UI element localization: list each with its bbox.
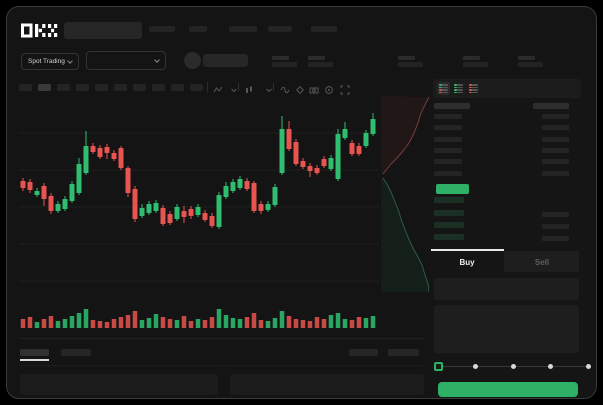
ask-row-amount [542, 114, 569, 119]
stat-value [518, 62, 543, 67]
orderbook-view-bar [433, 79, 581, 98]
tab-buy-label: Buy [459, 258, 475, 267]
timeframe-button[interactable] [76, 84, 89, 91]
timeframe-button[interactable] [190, 84, 203, 91]
divider [19, 338, 425, 339]
divider [238, 83, 239, 91]
divider [19, 365, 425, 366]
nav-item[interactable] [189, 26, 207, 32]
timeframe-button[interactable] [95, 84, 108, 91]
camera-icon[interactable] [309, 82, 319, 100]
buy-submit-button[interactable] [438, 382, 578, 397]
bottom-action-1[interactable] [349, 349, 378, 356]
settings-icon[interactable] [324, 82, 334, 100]
divider [273, 83, 274, 91]
book-bids-icon[interactable] [452, 82, 465, 95]
nav-item[interactable] [268, 26, 292, 32]
timeframe-button[interactable] [114, 84, 127, 91]
stat-value [398, 62, 423, 67]
ask-row-price[interactable] [434, 114, 462, 119]
timeframe-button[interactable] [19, 84, 32, 91]
active-tab-underline [431, 249, 504, 251]
slider-dot[interactable] [510, 364, 516, 369]
bottom-tab-underline [20, 359, 49, 361]
bottom-tab-1[interactable] [20, 349, 49, 356]
ask-row-amount [542, 159, 569, 164]
chevron-down-icon [67, 57, 73, 64]
nav-item[interactable] [311, 26, 337, 32]
bottom-action-2[interactable] [388, 349, 419, 356]
nav-item[interactable] [229, 26, 257, 32]
market-type-label: Spot Trading [28, 58, 65, 65]
bottom-panel-right [230, 374, 424, 395]
slider-dot[interactable] [585, 364, 591, 369]
timeframe-button[interactable] [171, 84, 184, 91]
nav-item[interactable] [149, 26, 175, 32]
bid-row-amount [542, 236, 569, 241]
stat-label [272, 56, 289, 60]
bottom-panel-left [20, 374, 218, 395]
ask-row-price[interactable] [434, 148, 462, 153]
indicator-icon[interactable] [213, 82, 223, 100]
timeframe-button[interactable] [57, 84, 70, 91]
amount-input[interactable] [434, 305, 579, 353]
stat-label [518, 56, 535, 60]
tab-buy[interactable]: Buy [431, 251, 504, 272]
last-price-badge [436, 184, 469, 194]
slider-dot[interactable] [548, 364, 553, 369]
bottom-tab-2[interactable] [61, 349, 91, 356]
price-input[interactable] [434, 278, 579, 300]
ask-row-price[interactable] [434, 159, 462, 164]
okx-logo-icon [21, 23, 58, 38]
tab-sell[interactable]: Sell [504, 251, 579, 272]
stat-value [463, 62, 488, 67]
screen: Spot Trading Buy [6, 6, 597, 399]
stat-label [463, 56, 480, 60]
timeframe-button[interactable] [133, 84, 146, 91]
ask-row-amount [542, 125, 569, 130]
ask-row-amount [542, 137, 569, 142]
book-asks-icon[interactable] [467, 82, 480, 95]
tab-sell-label: Sell [534, 258, 550, 267]
bid-row-price[interactable] [434, 197, 464, 203]
timeframe-button[interactable] [38, 84, 51, 91]
ask-row-price[interactable] [434, 125, 462, 130]
slider-dot[interactable] [473, 364, 478, 369]
brush-icon[interactable] [295, 82, 305, 100]
stat-label [398, 56, 415, 60]
stat-value [272, 62, 297, 67]
chevron-down-icon [154, 56, 160, 63]
ask-row-price[interactable] [434, 137, 462, 142]
chevron-down-icon[interactable] [229, 82, 239, 100]
chevron-down-icon[interactable] [264, 82, 274, 100]
timeframe-button[interactable] [152, 84, 165, 91]
bid-row-price[interactable] [434, 234, 464, 240]
bid-row-amount [542, 212, 569, 217]
bid-row-price[interactable] [434, 222, 464, 228]
orderbook-col-header-price [434, 103, 470, 109]
coin-avatar[interactable] [184, 52, 201, 69]
bid-row-price[interactable] [434, 210, 464, 216]
slider-handle[interactable] [434, 362, 443, 371]
ask-row-amount [542, 148, 569, 153]
ask-row-price[interactable] [434, 171, 462, 176]
pair-action-button[interactable] [203, 54, 248, 67]
stat-value [308, 62, 333, 67]
ask-row-amount [542, 171, 569, 176]
market-type-dropdown[interactable]: Spot Trading [21, 53, 79, 70]
pair-selector-dropdown[interactable] [86, 51, 166, 70]
book-both-icon[interactable] [437, 82, 450, 95]
orderbook-col-header-amount [533, 103, 569, 109]
search-input[interactable] [64, 22, 142, 39]
bid-row-amount [542, 224, 569, 229]
fullscreen-icon[interactable] [340, 82, 350, 100]
stat-label [308, 56, 325, 60]
compare-icon[interactable] [244, 82, 254, 100]
wave-icon[interactable] [280, 82, 290, 100]
divider [207, 82, 208, 92]
